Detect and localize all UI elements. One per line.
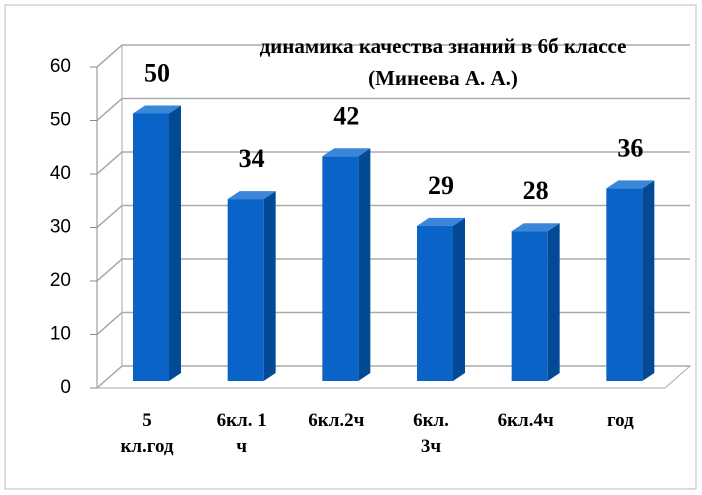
bar-face	[263, 191, 276, 381]
x-tick-label: 6кл. 1 ч	[216, 410, 267, 457]
x-tick-label: год	[606, 410, 634, 431]
data-label: 36	[617, 133, 643, 162]
bar-face	[417, 217, 465, 226]
data-label: 42	[333, 101, 359, 130]
frame	[4, 4, 697, 490]
bar-face	[358, 148, 371, 381]
grid-line	[96, 97, 690, 122]
bar-face	[322, 156, 359, 381]
bar-face	[417, 225, 453, 381]
bar-face	[169, 105, 181, 381]
y-tick-label: 0	[60, 377, 71, 398]
grid-line	[96, 258, 690, 282]
bar-face	[133, 105, 181, 114]
bar	[133, 105, 181, 381]
data-label: 34	[239, 144, 265, 173]
grid-line	[96, 311, 690, 336]
data-label: 28	[523, 176, 549, 205]
bar-face	[511, 231, 548, 381]
bar-face	[606, 180, 655, 189]
bar-face	[133, 113, 169, 381]
bar	[417, 217, 465, 381]
bar	[606, 180, 655, 381]
y-tick-label: 50	[50, 110, 71, 131]
bar-face	[227, 191, 276, 200]
grid-line	[96, 204, 690, 229]
bar-face	[227, 199, 264, 381]
bar	[227, 191, 276, 381]
bar-face	[453, 217, 465, 381]
x-tick-label: 5 кл.год	[120, 410, 174, 457]
y-tick-label: 40	[50, 163, 71, 184]
x-tick-label: 6кл.4ч	[497, 410, 554, 431]
bar	[322, 148, 371, 381]
bar-face	[511, 223, 560, 232]
x-tick-label: 6кл.2ч	[308, 410, 365, 431]
bar-face	[322, 148, 371, 157]
floor	[95, 365, 692, 389]
bar-face	[547, 223, 560, 381]
y-tick-label: 10	[50, 324, 71, 345]
chart-title: динамика качества знаний в 6б классе (Ми…	[259, 34, 627, 90]
data-label: 50	[144, 58, 170, 87]
y-tick-label: 60	[50, 56, 71, 77]
y-tick-label: 30	[50, 217, 71, 238]
bar-face	[642, 180, 655, 381]
data-label: 29	[428, 171, 454, 200]
bar	[511, 223, 560, 381]
y-tick-label: 20	[50, 270, 71, 291]
grid-line	[96, 365, 690, 389]
grid-line	[96, 44, 690, 68]
grid-line	[96, 151, 690, 175]
bar-face	[606, 188, 643, 381]
x-tick-label: 6кл. 3ч	[413, 410, 449, 457]
